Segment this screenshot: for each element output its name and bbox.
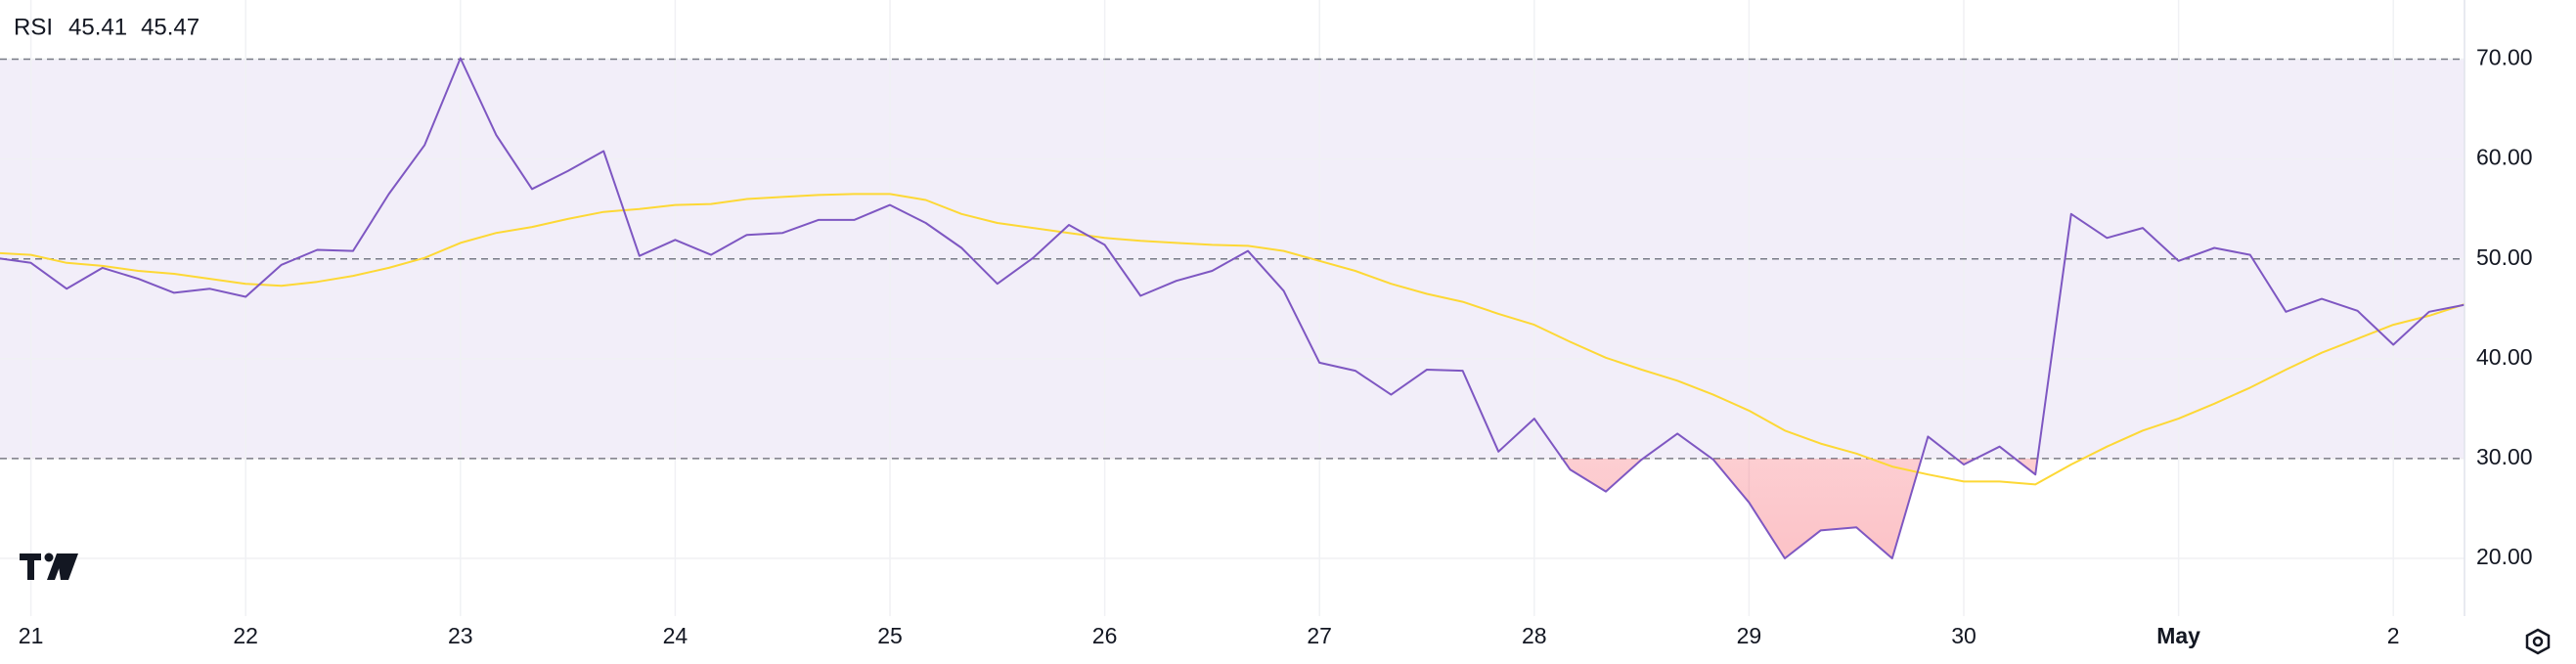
x-tick-label: 21 [19,623,44,648]
x-tick-label: 2 [2387,623,2400,648]
y-tick-label: 50.00 [2476,244,2533,270]
y-tick-label: 70.00 [2476,45,2533,70]
ma-value: 45.47 [141,14,200,40]
y-tick-label: 60.00 [2476,145,2533,170]
oversold-fill [1562,458,2038,558]
rsi-ma-line [0,193,2465,486]
rsi-line [0,57,2465,559]
y-tick-label: 20.00 [2476,544,2533,569]
x-tick-label: 30 [1951,623,1976,648]
x-tick-label: 23 [448,623,473,648]
x-tick-label: 26 [1092,623,1118,648]
settings-icon[interactable] [2525,628,2551,655]
y-tick-label: 30.00 [2476,444,2533,469]
x-tick-label: May [2156,623,2200,648]
y-tick-label: 40.00 [2476,344,2533,370]
logo [20,553,78,580]
x-tick-label: 25 [877,623,903,648]
rsi-value: 45.41 [68,14,127,40]
x-tick-label: 27 [1307,623,1332,648]
x-tick-label: 22 [233,623,258,648]
x-tick-label: 29 [1737,623,1762,648]
indicator-name: RSI [14,14,53,40]
x-tick-label: 24 [663,623,688,648]
x-tick-label: 28 [1522,623,1547,648]
